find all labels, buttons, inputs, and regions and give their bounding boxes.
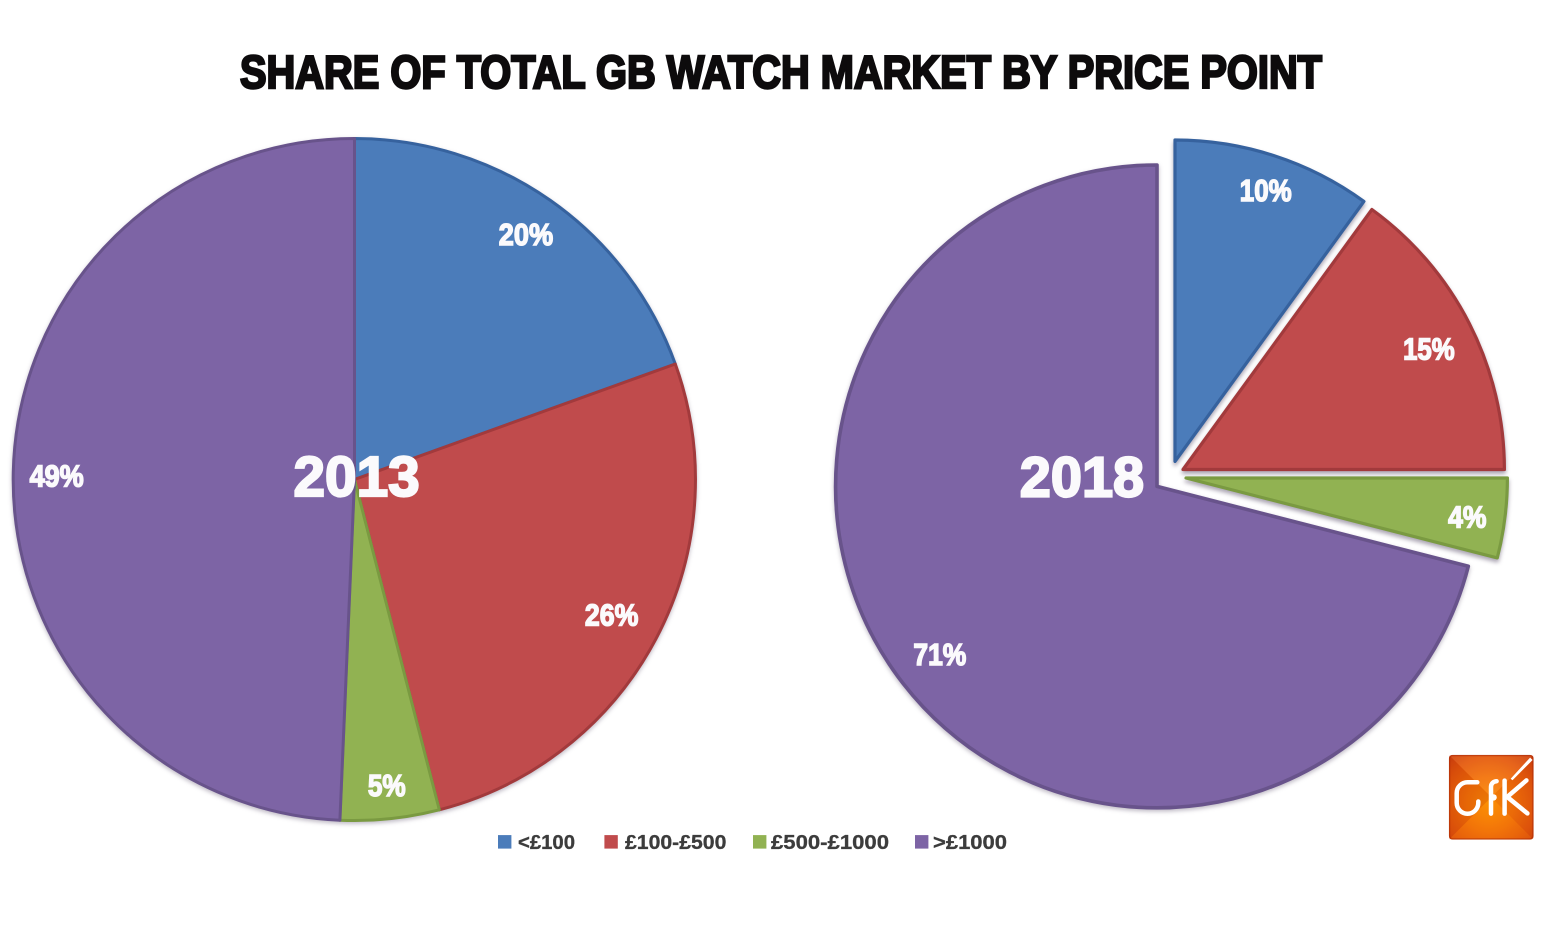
svg-text:26%: 26% <box>585 598 638 633</box>
svg-text:10%: 10% <box>1240 173 1292 208</box>
svg-text:SHARE OF TOTAL GB WATCH MARKET: SHARE OF TOTAL GB WATCH MARKET BY PRICE … <box>240 46 1322 98</box>
svg-text:49%: 49% <box>30 459 84 494</box>
svg-text:2018: 2018 <box>1020 446 1144 510</box>
svg-text:>£1000: >£1000 <box>933 832 1007 854</box>
svg-text:<£100: <£100 <box>518 832 575 854</box>
svg-text:20%: 20% <box>499 217 553 252</box>
svg-text:5%: 5% <box>368 768 406 803</box>
svg-text:£500-£1000: £500-£1000 <box>771 832 889 854</box>
svg-text:4%: 4% <box>1448 499 1486 534</box>
svg-text:15%: 15% <box>1403 332 1455 367</box>
svg-text:2013: 2013 <box>294 445 420 509</box>
svg-text:£100-£500: £100-£500 <box>625 832 726 854</box>
svg-text:71%: 71% <box>913 637 966 672</box>
